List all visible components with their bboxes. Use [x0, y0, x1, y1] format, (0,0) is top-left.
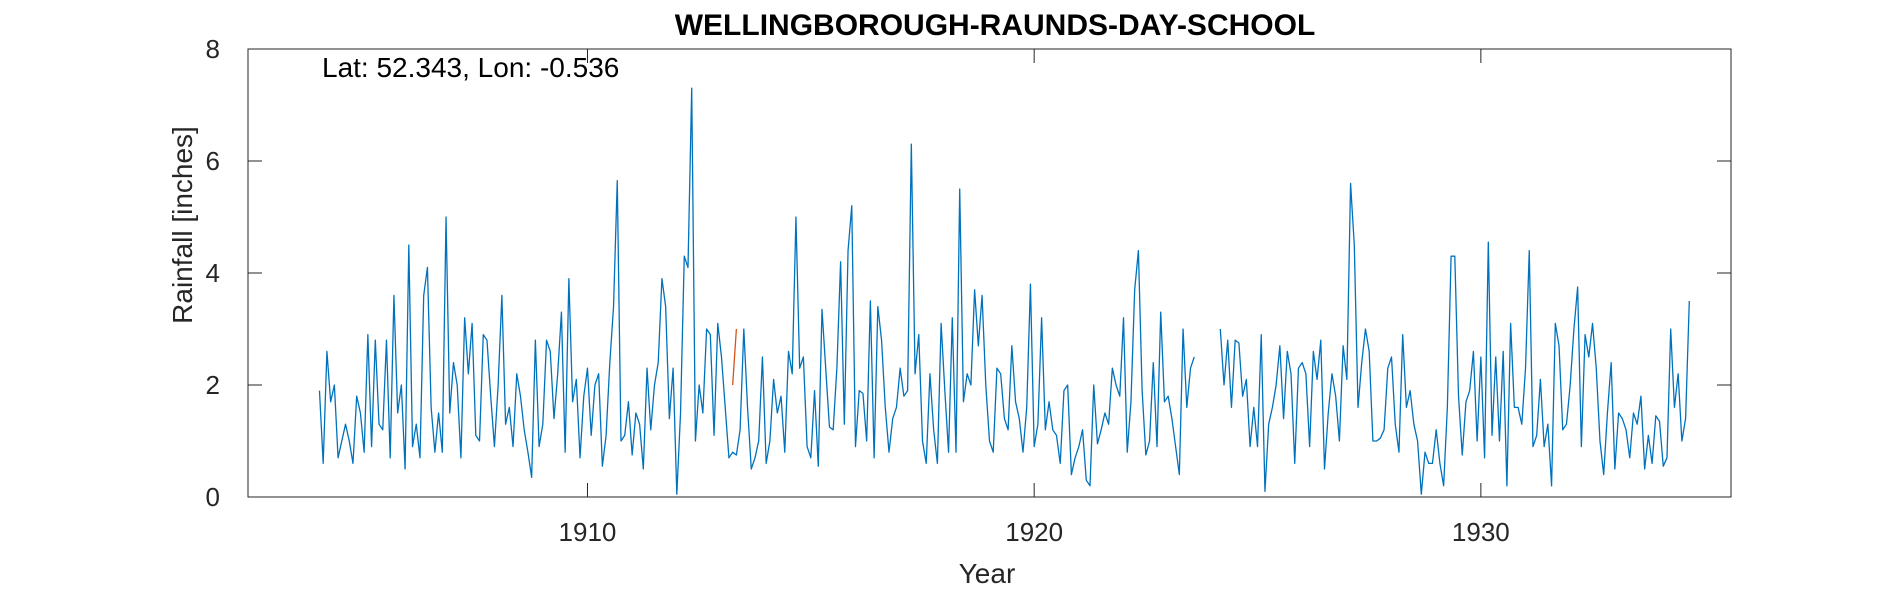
- location-annotation: Lat: 52.343, Lon: -0.536: [322, 52, 619, 83]
- rainfall-series-line: [318, 87, 1690, 495]
- y-tick-label: 8: [206, 34, 220, 64]
- y-tick-label: 6: [206, 146, 220, 176]
- y-tick-label: 4: [206, 258, 220, 288]
- x-tick-label: 1920: [1005, 517, 1063, 547]
- chart-title: WELLINGBOROUGH-RAUNDS-DAY-SCHOOL: [675, 9, 1316, 42]
- x-tick-label: 1910: [559, 517, 617, 547]
- axes-layer: 1910 1920 1930 0 2 4 6 8: [206, 34, 1732, 547]
- y-tick-label: 2: [206, 370, 220, 400]
- highlighted-series-line: [732, 328, 738, 386]
- plot-layer: [318, 87, 1690, 495]
- x-tick-label: 1930: [1452, 517, 1510, 547]
- x-axis-label: Year: [959, 558, 1016, 589]
- y-axis-label: Rainfall [inches]: [167, 126, 198, 324]
- y-tick-label: 0: [206, 482, 220, 512]
